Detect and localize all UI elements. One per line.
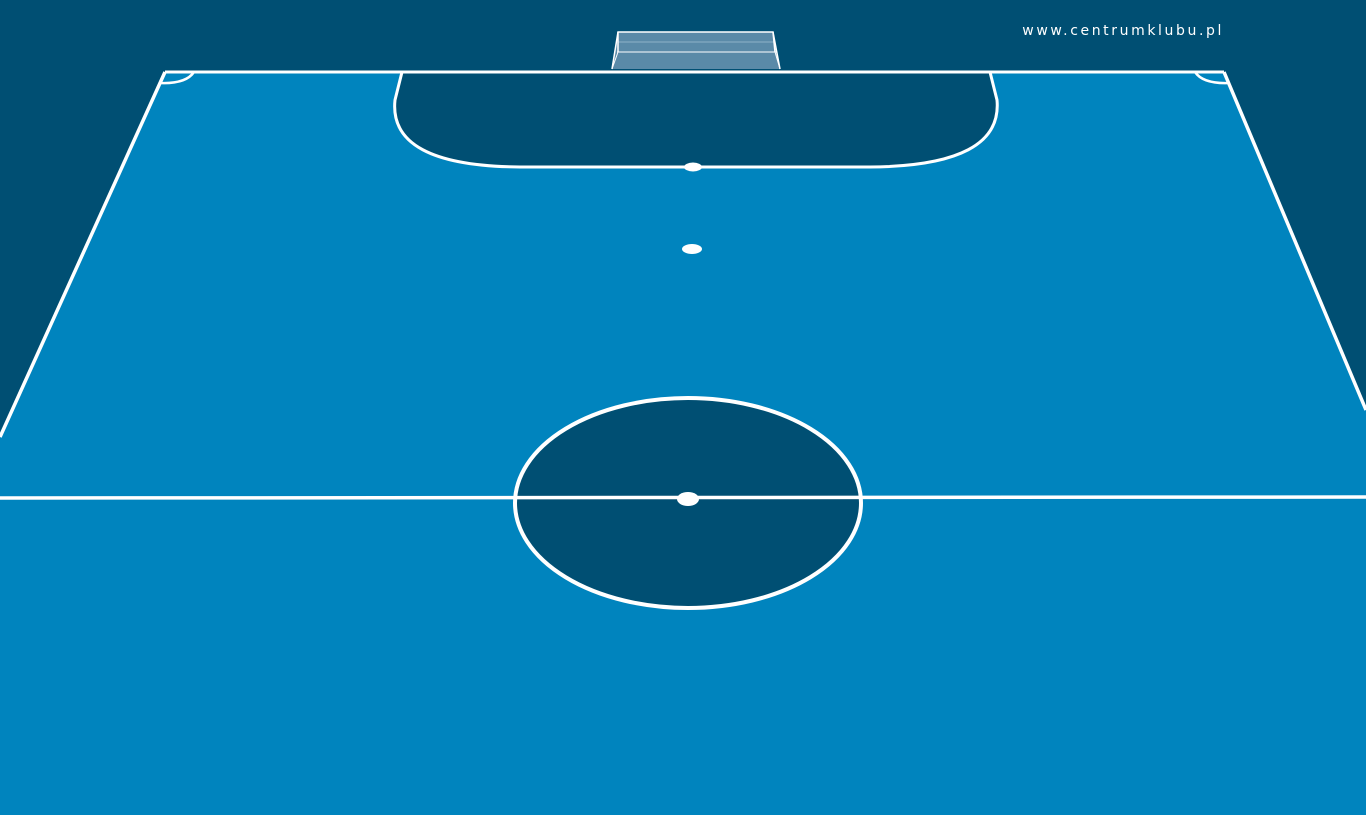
penalty-area (393, 70, 999, 169)
right-touchline (1222, 71, 1366, 411)
corner-arc-right (1193, 71, 1230, 85)
left-touchline (0, 71, 167, 438)
watermark-text: www.centrumklubu.pl (1022, 23, 1224, 39)
corner-arc-left (159, 71, 196, 85)
second-penalty-spot (682, 244, 702, 254)
center-spot (677, 492, 699, 506)
goal-net-icon (611, 31, 781, 70)
penalty-spot (684, 162, 702, 172)
